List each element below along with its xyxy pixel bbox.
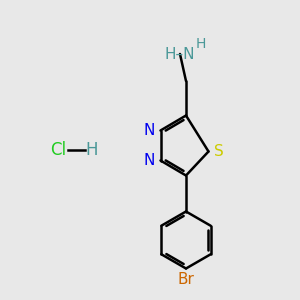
Text: N: N [144,123,155,138]
Text: H–N: H–N [165,46,195,62]
Text: S: S [214,144,224,159]
Text: N: N [144,153,155,168]
Text: Br: Br [178,272,194,287]
Text: H: H [85,141,98,159]
Text: H: H [196,37,206,50]
Text: Cl: Cl [50,141,67,159]
